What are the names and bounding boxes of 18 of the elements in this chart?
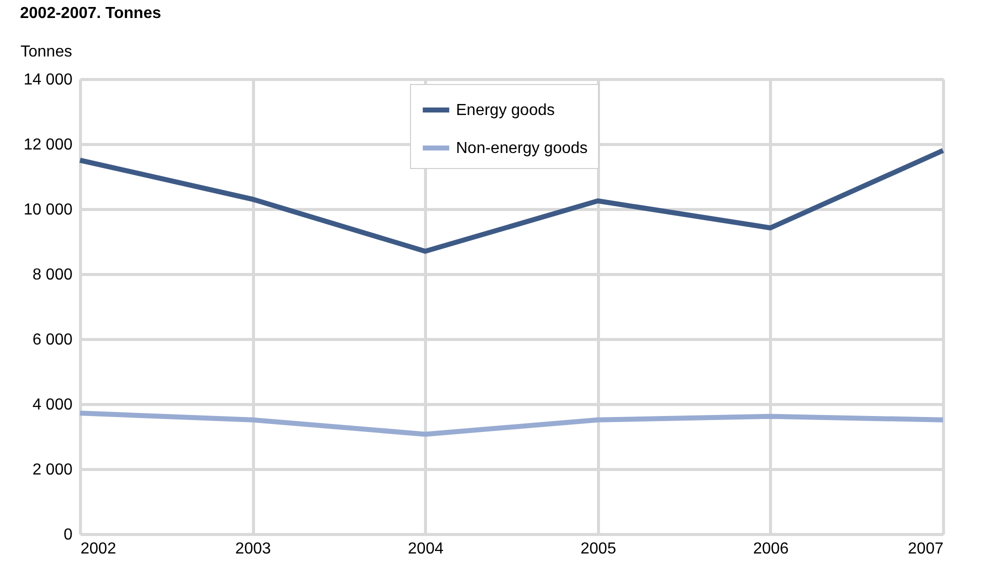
y-tick-label: 6 000 xyxy=(32,332,73,348)
y-tick-label: 4 000 xyxy=(32,396,73,414)
y-tick-label: 2 000 xyxy=(32,462,73,478)
x-tick-label: 2004 xyxy=(408,540,444,558)
y-tick-label: 14 000 xyxy=(24,72,73,88)
y-tick-label: 0 xyxy=(64,526,73,544)
x-tick-label: 2007 xyxy=(908,540,944,558)
y-tick-label: 10 000 xyxy=(24,202,73,218)
x-tick-label: 2002 xyxy=(80,540,116,558)
x-tick-label: 2006 xyxy=(753,540,789,558)
y-axis-title: Tonnes xyxy=(20,44,72,60)
legend-label: Energy goods xyxy=(456,102,555,119)
x-tick-label: 2005 xyxy=(580,540,616,558)
legend-label: Non-energy goods xyxy=(456,140,588,157)
x-tick-label: 2003 xyxy=(235,540,271,558)
y-tick-label: 8 000 xyxy=(32,266,73,284)
y-tick-label: 12 000 xyxy=(24,136,73,154)
chart-title: 2002-2007. Tonnes xyxy=(20,5,162,22)
